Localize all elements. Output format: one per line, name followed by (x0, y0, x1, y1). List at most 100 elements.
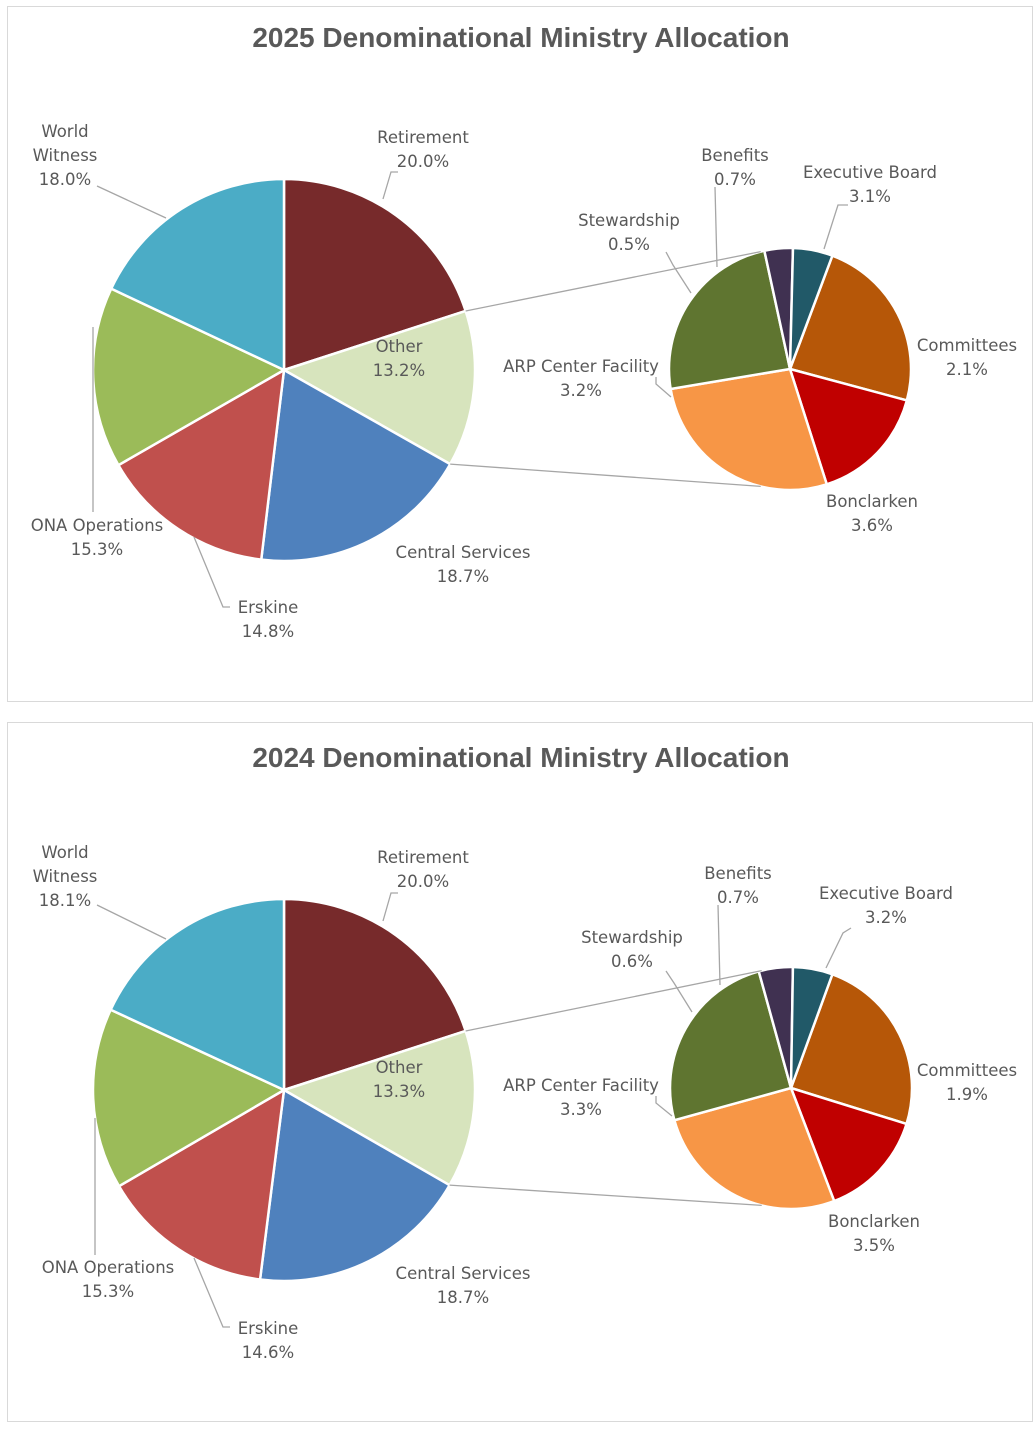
secondary-committees-label: Committees 2.1% (917, 336, 1017, 379)
leader-line-executive-board (823, 204, 848, 250)
main-other-value-text: 13.3% (373, 1082, 425, 1101)
chart-panel-2025: 2025 Denominational Ministry Allocation R… (7, 6, 1033, 702)
leader-line-retirement (382, 171, 398, 200)
main-retirement-name-text: Retirement (377, 848, 469, 867)
main-central-services-label: Central Services 18.7% (396, 1264, 531, 1307)
leader-line-stewardship (665, 970, 693, 1013)
secondary-arp-center-facility-label: ARP Center Facility 3.3% (503, 1076, 659, 1119)
main-slice-world-witness (109, 177, 286, 372)
main-erskine-value-text: 14.6% (242, 1343, 294, 1362)
main-central-services-name-text: Central Services (396, 1264, 531, 1283)
main-retirement-value-text: 20.0% (397, 872, 449, 891)
main-world-witness-name-text-1: World (41, 122, 88, 141)
secondary-committees-name-text: Committees (917, 336, 1017, 355)
connector-line-top (465, 969, 762, 1032)
chart-panel-2024: 2024 Denominational Ministry Allocation R… (7, 722, 1033, 1422)
secondary-slice-committees (788, 367, 909, 486)
connector-line-bottom (450, 463, 761, 488)
main-central-services-value-text: 18.7% (437, 1288, 489, 1307)
chart-title-2024: 2024 Denominational Ministry Allocation (252, 742, 789, 773)
main-other-value-text: 13.2% (373, 361, 425, 380)
pie-of-pie-chart-2025: 2025 Denominational Ministry Allocation R… (31, 22, 1017, 641)
secondary-committees-value-text: 1.9% (946, 1085, 988, 1104)
leader-line-arp-center-facility (655, 1096, 673, 1117)
leader-line-executive-board (825, 927, 852, 969)
secondary-executive-board-name-text: Executive Board (819, 884, 953, 903)
secondary-slice-bonclarken (669, 367, 829, 492)
main-erskine-name-text: Erskine (238, 598, 299, 617)
main-ona-operations-value-text: 15.3% (82, 1282, 134, 1301)
secondary-arp-center-facility-value-text: 3.2% (560, 381, 602, 400)
main-erskine-label: Erskine 14.8% (238, 598, 299, 641)
secondary-executive-board-value-text: 3.1% (849, 187, 891, 206)
secondary-benefits-name-text: Benefits (704, 864, 772, 883)
secondary-committees-name-text: Committees (917, 1061, 1017, 1080)
main-world-witness-name-text-1: World (41, 843, 88, 862)
secondary-executive-board-label: Executive Board 3.2% (819, 884, 953, 927)
secondary-benefits-label: Benefits 0.7% (704, 864, 772, 907)
chart-title-2025: 2025 Denominational Ministry Allocation (252, 22, 789, 53)
secondary-arp-center-facility-name-text: ARP Center Facility (503, 1076, 659, 1095)
main-slice-world-witness (109, 897, 286, 1092)
secondary-committees-value-text: 2.1% (946, 360, 988, 379)
secondary-slice-committees (788, 1086, 909, 1203)
leader-line-retirement (382, 892, 398, 922)
secondary-arp-center-facility-value-text: 3.3% (560, 1100, 602, 1119)
main-ona-operations-label: ONA Operations 15.3% (42, 1258, 175, 1301)
main-slice-ona-operations (91, 1008, 287, 1188)
secondary-stewardship-value-text: 0.5% (608, 235, 650, 254)
secondary-bonclarken-name-text: Bonclarken (826, 492, 918, 511)
main-slice-erskine (116, 367, 286, 562)
main-world-witness-label: World Witness 18.1% (33, 843, 98, 910)
secondary-arp-center-facility-label: ARP Center Facility 3.2% (503, 357, 659, 400)
secondary-slice-executive-board (788, 254, 913, 402)
main-retirement-label: Retirement 20.0% (377, 128, 469, 171)
leader-line-erskine (193, 536, 230, 608)
secondary-arp-center-facility-name-text: ARP Center Facility (503, 357, 659, 376)
main-other-name-text: Other (376, 1058, 423, 1077)
secondary-bonclarken-name-text: Bonclarken (828, 1212, 920, 1231)
main-central-services-label: Central Services 18.7% (396, 543, 531, 586)
main-world-witness-label: World Witness 18.0% (33, 122, 98, 189)
secondary-slice-benefits (788, 246, 834, 370)
main-erskine-value-text: 14.8% (242, 622, 294, 641)
connector-line-bottom (449, 1184, 762, 1207)
main-central-services-value-text: 18.7% (437, 567, 489, 586)
leader-line-benefits (717, 904, 721, 986)
leader-line-arp-center-facility (655, 377, 672, 398)
secondary-bonclarken-label: Bonclarken 3.5% (828, 1212, 920, 1255)
secondary-executive-board-name-text: Executive Board (803, 163, 937, 182)
secondary-bonclarken-value-text: 3.5% (853, 1236, 895, 1255)
main-slice-retirement (282, 177, 468, 372)
leader-line-benefits (714, 186, 718, 268)
main-world-witness-name-text-2: Witness (33, 867, 98, 886)
connector-line-top (465, 250, 761, 312)
secondary-slice-arp-center-facility (668, 969, 793, 1122)
secondary-benefits-label: Benefits 0.7% (701, 146, 769, 189)
leader-line-erskine (193, 1257, 230, 1328)
main-slice-central-services (258, 1087, 452, 1283)
main-ona-operations-name-text: ONA Operations (42, 1258, 175, 1277)
secondary-benefits-value-text: 0.7% (717, 888, 759, 907)
secondary-slice-benefits (789, 965, 834, 1089)
main-other-label: Other 13.3% (373, 1058, 425, 1101)
main-world-witness-name-text-2: Witness (33, 146, 98, 165)
secondary-slice-executive-board (789, 972, 914, 1126)
secondary-executive-board-value-text: 3.2% (865, 908, 907, 927)
main-slice-erskine (117, 1087, 286, 1281)
secondary-slice-bonclarken (672, 1086, 836, 1211)
main-central-services-name-text: Central Services (396, 543, 531, 562)
main-world-witness-value-text: 18.0% (39, 170, 91, 189)
leader-line-stewardship (665, 251, 692, 294)
secondary-committees-label: Committees 1.9% (917, 1061, 1017, 1104)
secondary-stewardship-value-text: 0.6% (611, 952, 653, 971)
main-slice-other (280, 309, 477, 466)
secondary-stewardship-name-text: Stewardship (578, 211, 680, 230)
main-erskine-label: Erskine 14.6% (238, 1319, 299, 1362)
main-slice-central-services (259, 367, 452, 563)
pie-of-pie-chart-2024: 2024 Denominational Ministry Allocation R… (33, 742, 1018, 1362)
secondary-stewardship-label: Stewardship 0.5% (578, 211, 680, 254)
main-slice-other (280, 1029, 477, 1187)
secondary-slice-arp-center-facility (667, 249, 792, 391)
leader-line-world-witness (96, 185, 167, 219)
